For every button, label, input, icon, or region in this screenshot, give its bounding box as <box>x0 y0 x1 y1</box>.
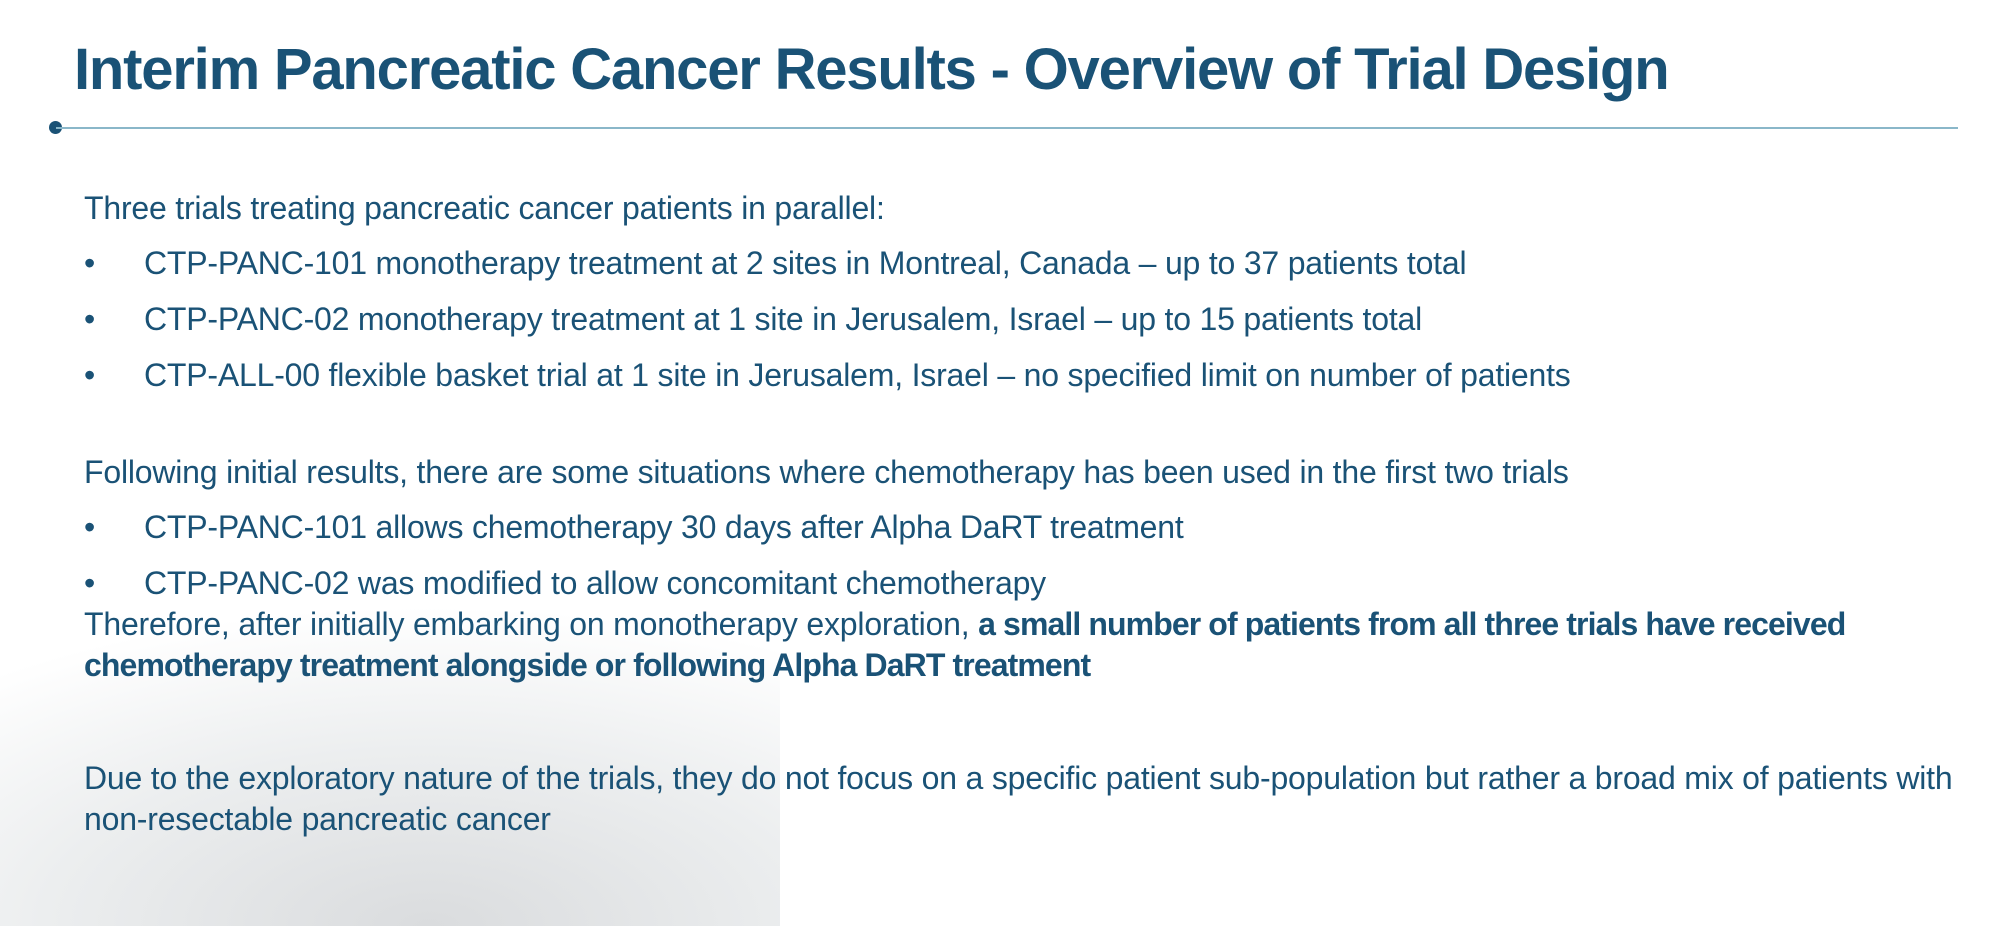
section2-intro: Following initial results, there are som… <box>84 454 1569 490</box>
bullet-marker: • <box>84 357 96 393</box>
bullet-marker: • <box>84 245 96 281</box>
bullet-text: CTP-PANC-02 monotherapy treatment at 1 s… <box>144 301 1423 337</box>
conclusion-plain-text: Therefore, after initially embarking on … <box>84 606 979 642</box>
section3-text: Due to the exploratory nature of the tri… <box>84 760 1953 837</box>
bullet-text: CTP-PANC-101 allows chemotherapy 30 days… <box>144 509 1184 545</box>
bullet-marker: • <box>84 509 96 545</box>
section2-conclusion: Therefore, after initially embarking on … <box>84 604 1964 686</box>
bullet-text: CTP-PANC-02 was modified to allow concom… <box>144 565 1046 601</box>
spacer <box>84 396 1964 452</box>
title-rule-dot <box>49 121 62 134</box>
list-item: • CTP-PANC-101 allows chemotherapy 30 da… <box>84 507 1964 548</box>
conclusion-bold-text: a small number of patients from all thre… <box>84 606 1846 683</box>
slide-title: Interim Pancreatic Cancer Results - Over… <box>74 37 1670 102</box>
bullet-marker: • <box>84 565 96 601</box>
list-item: • CTP-ALL-00 flexible basket trial at 1 … <box>84 355 1964 396</box>
list-item: • CTP-PANC-02 was modified to allow conc… <box>84 563 1964 604</box>
bullet-text: CTP-PANC-101 monotherapy treatment at 2 … <box>144 245 1467 281</box>
slide-body: Three trials treating pancreatic cancer … <box>84 188 1964 840</box>
bullet-text: CTP-ALL-00 flexible basket trial at 1 si… <box>144 357 1571 393</box>
spacer <box>84 686 1964 758</box>
background-shade <box>0 590 780 926</box>
section1-intro: Three trials treating pancreatic cancer … <box>84 190 885 226</box>
bullet-marker: • <box>84 301 96 337</box>
title-rule <box>56 127 1958 129</box>
list-item: • CTP-PANC-02 monotherapy treatment at 1… <box>84 299 1964 340</box>
list-item: • CTP-PANC-101 monotherapy treatment at … <box>84 243 1964 284</box>
